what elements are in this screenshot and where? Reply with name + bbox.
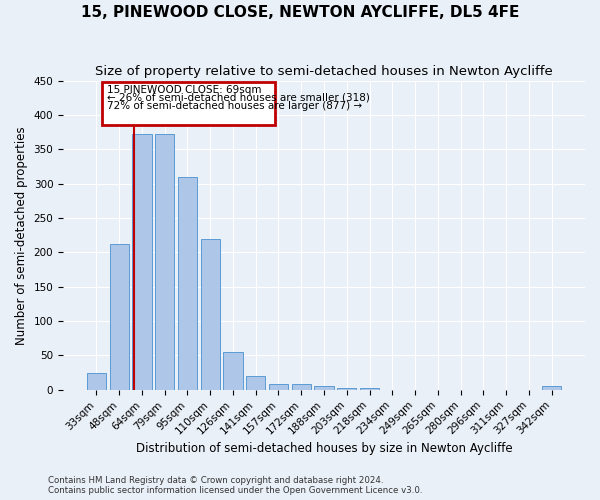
Text: ← 26% of semi-detached houses are smaller (318): ← 26% of semi-detached houses are smalle… — [107, 93, 370, 103]
Bar — [337, 388, 356, 390]
Text: 15, PINEWOOD CLOSE, NEWTON AYCLIFFE, DL5 4FE: 15, PINEWOOD CLOSE, NEWTON AYCLIFFE, DL5… — [81, 5, 519, 20]
Bar — [155, 134, 175, 390]
Bar — [178, 177, 197, 390]
FancyBboxPatch shape — [102, 82, 275, 124]
Bar — [269, 384, 288, 390]
Bar — [110, 244, 129, 390]
Bar — [223, 352, 242, 390]
Bar — [542, 386, 561, 390]
Bar — [200, 238, 220, 390]
Y-axis label: Number of semi-detached properties: Number of semi-detached properties — [15, 126, 28, 344]
X-axis label: Distribution of semi-detached houses by size in Newton Aycliffe: Distribution of semi-detached houses by … — [136, 442, 512, 455]
Bar — [246, 376, 265, 390]
Bar — [292, 384, 311, 390]
Text: Contains HM Land Registry data © Crown copyright and database right 2024.
Contai: Contains HM Land Registry data © Crown c… — [48, 476, 422, 495]
Bar — [87, 372, 106, 390]
Bar — [314, 386, 334, 390]
Bar — [360, 388, 379, 390]
Text: 72% of semi-detached houses are larger (877) →: 72% of semi-detached houses are larger (… — [107, 101, 362, 111]
Text: 15 PINEWOOD CLOSE: 69sqm: 15 PINEWOOD CLOSE: 69sqm — [107, 84, 261, 94]
Bar — [132, 134, 152, 390]
Title: Size of property relative to semi-detached houses in Newton Aycliffe: Size of property relative to semi-detach… — [95, 65, 553, 78]
